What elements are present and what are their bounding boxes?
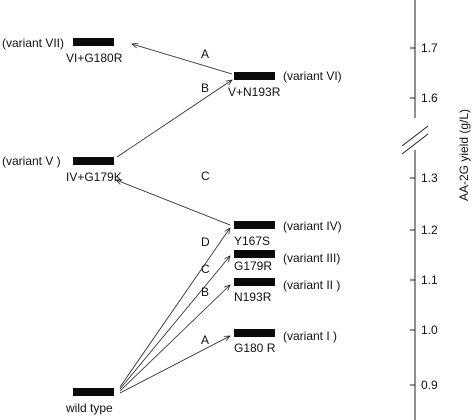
variant-bar	[234, 72, 275, 80]
arrow-label: D	[201, 235, 210, 249]
node-variant-iv: (variant IV) Y167S	[234, 219, 342, 248]
node-variant-vi: (variant VI) V+N193R	[228, 69, 342, 99]
arrow-label: B	[201, 285, 209, 299]
variant-bar	[73, 38, 114, 46]
tick-label: 1.2	[421, 223, 438, 237]
arrow-wt-to-ii	[119, 285, 230, 392]
arrow-labels: A B C D C B A	[201, 47, 210, 347]
variant-mutation: G180 R	[234, 341, 276, 355]
variant-bar	[234, 250, 275, 258]
tick-label: 1.1	[421, 273, 438, 287]
axis-break-mark	[401, 125, 429, 155]
variant-bar	[234, 278, 275, 286]
arrow-label: C	[201, 169, 210, 183]
variant-name: (variant II )	[283, 278, 340, 292]
node-variant-ii: (variant II ) N193R	[234, 278, 340, 304]
tick-label: 1.7	[421, 41, 438, 55]
arrow-label: A	[201, 47, 209, 61]
variant-bar	[234, 221, 275, 229]
arrow-wt-to-iv	[119, 228, 230, 388]
variant-mutation: N193R	[234, 290, 272, 304]
tick-label: 1.0	[421, 323, 438, 337]
tick-label: 0.9	[421, 378, 438, 392]
arrow-label: B	[201, 81, 209, 95]
variant-name: (variant IV)	[283, 219, 342, 233]
node-variant-vii: (variant VII) VI+G180R	[2, 36, 123, 65]
arrows	[116, 44, 233, 394]
node-variant-v: (variant V ) IV+G179K	[2, 154, 122, 184]
arrow-vi-to-vii	[132, 44, 233, 75]
arrow-label: C	[201, 262, 210, 276]
variant-name: (variant VII)	[2, 36, 64, 50]
tick-label: 1.6	[421, 91, 438, 105]
variant-mutation: IV+G179K	[66, 170, 122, 184]
node-variant-iii: (variant III) G179R	[234, 250, 340, 273]
variant-bar	[73, 157, 114, 165]
tick-label: 1.3	[421, 171, 438, 185]
variant-mutation: Y167S	[234, 234, 270, 248]
variant-name: (variant I )	[283, 329, 337, 343]
variant-name: (variant V )	[2, 154, 61, 168]
variant-mutation: G179R	[234, 259, 272, 273]
axis-title: AA-2G yield (g/L)	[457, 109, 471, 201]
variant-bar	[234, 329, 275, 337]
node-wild-type: wild type	[65, 388, 114, 415]
variant-mutation: V+N193R	[228, 85, 281, 99]
arrow-wt-to-i	[119, 336, 230, 394]
variant-name: (variant III)	[283, 251, 340, 265]
node-variant-i: (variant I ) G180 R	[234, 329, 337, 355]
variant-mutation: VI+G180R	[66, 51, 123, 65]
arrow-iv-to-v	[116, 180, 231, 226]
variant-name: (variant VI)	[283, 69, 342, 83]
arrow-wt-to-iii	[119, 256, 230, 390]
arrow-v-to-vi	[116, 80, 232, 158]
yield-axis: 1.7 1.6 1.3 1.2 1.1 1.0 0.9 AA-2G yield …	[401, 0, 471, 420]
variant-bar	[73, 388, 114, 396]
arrow-label: A	[201, 333, 209, 347]
variant-mutation: wild type	[65, 401, 113, 415]
